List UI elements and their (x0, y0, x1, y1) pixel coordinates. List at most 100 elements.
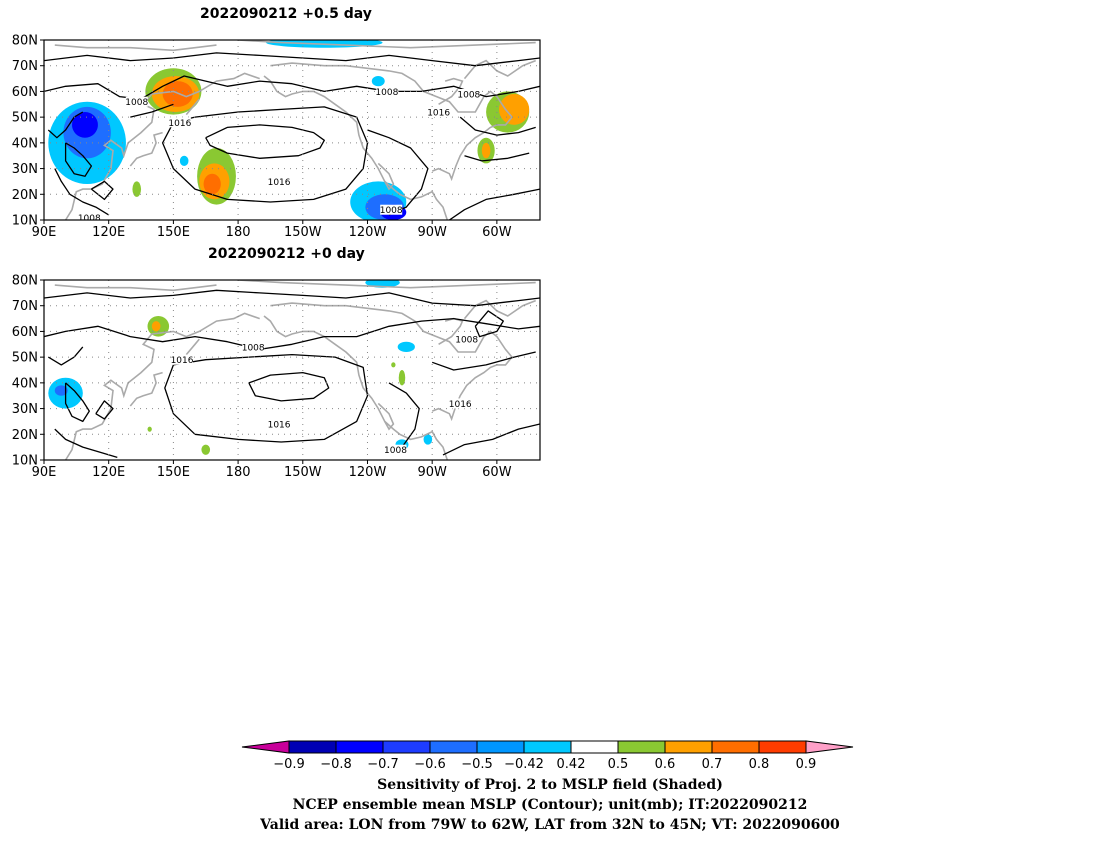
coastline (238, 40, 536, 49)
contour-label-bg (242, 341, 265, 352)
map-plot-area: 1008 1016 1016 1008 1016 1008 (44, 280, 540, 460)
contour-label-bg (168, 117, 191, 128)
colorbar-label: −0.6 (414, 757, 446, 772)
contour-label: 1016 (449, 400, 472, 410)
lat-tick-label: 70N (12, 59, 38, 74)
colorbar-label: −0.9 (273, 757, 305, 772)
mslp-contour (130, 103, 174, 118)
lon-tick-label: 150E (157, 225, 190, 240)
lon-tick-label: 120W (349, 225, 387, 240)
caption-line-3: Valid area: LON from 79W to 62W, LAT fro… (260, 817, 840, 833)
lon-tick-label: 60W (482, 465, 512, 480)
colorbar-label: 0.6 (655, 757, 676, 772)
lat-tick-label: 40N (12, 376, 38, 391)
mslp-contour (459, 116, 536, 136)
lat-tick-label: 80N (12, 34, 38, 49)
lon-tick-label: 120W (349, 465, 387, 480)
mslp-contour (44, 317, 540, 351)
colorbar-box (758, 740, 807, 754)
mslp-contour (464, 152, 530, 162)
mslp-contour (90, 180, 114, 201)
coastline (185, 338, 200, 356)
mslp-contour (54, 168, 110, 216)
mslp-contour (367, 129, 429, 216)
mslp-contour (161, 106, 369, 203)
coastline (238, 280, 536, 289)
coastline (54, 284, 217, 292)
sensitivity-shading (132, 181, 142, 197)
colorbar-box (335, 740, 384, 754)
lon-tick-label: 150E (157, 465, 190, 480)
colorbar-label: 0.8 (749, 757, 770, 772)
sensitivity-shading (162, 81, 193, 107)
sensitivity-shading (179, 155, 189, 166)
caption-line-2: NCEP ensemble mean MSLP (Contour); unit(… (292, 797, 808, 813)
colorbar-box (570, 740, 619, 754)
colorbar-label: 0.9 (796, 757, 817, 772)
lon-tick-label: 120E (92, 225, 125, 240)
mslp-contour (449, 188, 540, 220)
coastline (263, 315, 449, 460)
lat-tick-label: 70N (12, 299, 38, 314)
contour-label: 1016 (168, 119, 191, 129)
sensitivity-shading (481, 142, 491, 159)
lat-tick-label: 20N (12, 188, 38, 203)
sensitivity-shading (371, 76, 385, 87)
coastline (438, 77, 464, 105)
lat-tick-label: 20N (12, 428, 38, 443)
contour-label-bg (457, 89, 480, 99)
lon-tick-label: 60W (482, 225, 512, 240)
lat-tick-label: 60N (12, 85, 38, 100)
coastline (270, 302, 514, 422)
contour-label-bg (78, 212, 101, 220)
contour-label: 1008 (384, 446, 407, 456)
mslp-contour (44, 75, 540, 100)
mslp-contour (248, 371, 330, 402)
lat-tick-label: 30N (12, 162, 38, 177)
colorbar-box (711, 740, 760, 754)
colorbar-over-triangle (805, 740, 854, 754)
lat-tick-label: 50N (12, 351, 38, 366)
lat-tick-label: 80N (12, 274, 38, 289)
contour-label-bg (125, 96, 148, 107)
coastline (377, 402, 395, 431)
lon-tick-label: 120E (92, 465, 125, 480)
mslp-contour (388, 382, 420, 448)
lat-tick-label: 30N (12, 402, 38, 417)
lon-tick-label: 150W (284, 465, 322, 480)
colorbar: −0.9 −0.8 −0.7 −0.6 −0.5 −0.42 0.42 0.5 0.6 0.7 0.… (241, 740, 854, 772)
contour-label-bg (268, 176, 291, 187)
sensitivity-shading (201, 444, 211, 455)
contour-label-bg (427, 107, 450, 117)
map-background (44, 280, 540, 460)
coastline (129, 371, 163, 407)
colorbar-label: 0.7 (702, 757, 723, 772)
sensitivity-shading (72, 112, 98, 138)
contour-label: 1008 (125, 98, 148, 108)
mslp-contour (54, 428, 118, 459)
caption-line-1: Sensitivity of Proj. 2 to MSLP field (Sh… (377, 777, 723, 793)
mslp-contour (47, 346, 84, 366)
panel-2-title: 2022090212 +0 day (208, 246, 365, 262)
sensitivity-shading (397, 341, 415, 352)
sensitivity-shading (54, 385, 68, 396)
contour-label-bg (384, 444, 407, 455)
lon-tick-label: 90E (32, 225, 57, 240)
mslp-contour (474, 310, 504, 338)
contour-label: 1008 (78, 214, 101, 224)
contour-label-bg (380, 204, 403, 215)
sensitivity-shading (147, 426, 152, 432)
mslp-contour (44, 289, 540, 307)
map-background (44, 40, 540, 220)
coastline (54, 44, 217, 52)
coastline (377, 162, 395, 191)
contour-label: 1016 (427, 109, 450, 119)
coastline (263, 75, 449, 220)
mslp-contour (47, 111, 84, 139)
lon-tick-label: 90E (32, 465, 57, 480)
panel-2-map: 1008 1016 1016 1008 1016 1008 10N 20N 30N 40N 50N 6… (12, 274, 541, 480)
contour-label: 1016 (268, 421, 291, 431)
mslp-contour (64, 142, 93, 177)
sensitivity-shading (391, 362, 396, 368)
colorbar-label: −0.7 (367, 757, 399, 772)
